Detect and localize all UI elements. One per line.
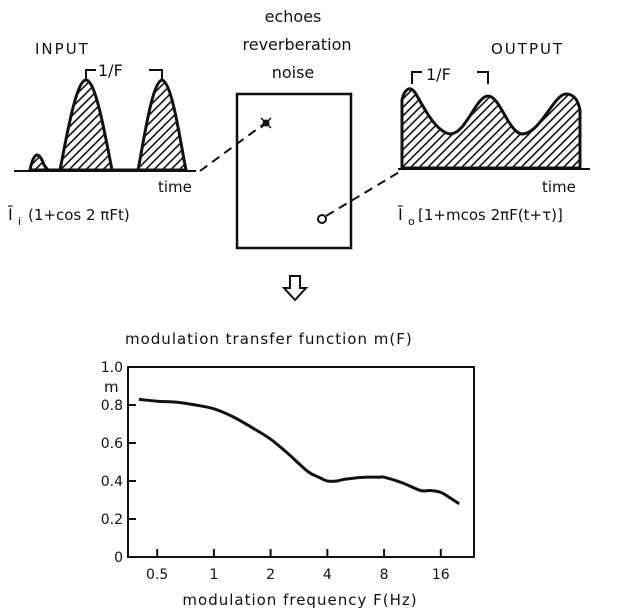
y-axis-label: m	[104, 378, 119, 396]
svg-text:(1+cos 2 πFt): (1+cos 2 πFt)	[28, 206, 130, 224]
source-marker	[260, 117, 272, 129]
svg-text:i: i	[18, 215, 21, 228]
x-tick-label: 2	[266, 567, 275, 583]
svg-text:echoes: echoes	[265, 7, 322, 26]
input-formula: Ī i (1+cos 2 πFt)	[8, 205, 130, 228]
x-tick-label: 8	[380, 567, 389, 583]
chart-title: modulation transfer function m(F)	[125, 330, 413, 348]
period-bracket-input: 1/F	[85, 61, 163, 82]
x-axis-label: modulation frequency F(Hz)	[182, 591, 417, 609]
room-box	[235, 92, 353, 250]
mtf-series-line	[138, 397, 460, 506]
input-waveform	[28, 78, 188, 172]
y-tick-label: 0.6	[101, 436, 123, 452]
receiver-marker	[317, 214, 327, 224]
y-tick-label: 0	[114, 550, 123, 566]
y-tick-label: 1.0	[101, 360, 123, 376]
room-text: echoes reverberation noise	[243, 7, 352, 82]
output-label: OUTPUT	[491, 40, 564, 58]
y-tick-label: 0.4	[101, 474, 123, 490]
x-tick-label: 4	[323, 567, 332, 583]
output-waveform	[400, 87, 582, 170]
x-tick-label: 0.5	[146, 567, 168, 583]
down-arrow-icon	[281, 275, 309, 302]
svg-text:noise: noise	[272, 63, 315, 82]
y-ticks: 0 0.2 0.4 0.6 0.8 1.0	[101, 360, 136, 566]
x-tick-label: 16	[432, 567, 450, 583]
period-bracket-output: 1/F	[411, 65, 489, 84]
svg-text:reverberation: reverberation	[243, 35, 352, 54]
period-label-input: 1/F	[98, 61, 123, 80]
time-label-output: time	[542, 178, 576, 196]
output-dashed-link	[325, 167, 407, 217]
svg-text:o: o	[408, 215, 415, 228]
plot-frame	[127, 366, 475, 558]
x-tick-label: 1	[209, 567, 218, 583]
mtf-chart: modulation transfer function m(F) m 0 0.2…	[101, 330, 475, 609]
svg-text:Ī: Ī	[398, 205, 403, 224]
y-tick-label: 0.8	[101, 398, 123, 414]
input-dashed-link	[199, 123, 265, 172]
y-tick-label: 0.2	[101, 512, 123, 528]
svg-text:[1+mcos 2πF(t+τ)]: [1+mcos 2πF(t+τ)]	[418, 206, 563, 224]
period-label-output: 1/F	[426, 65, 451, 84]
svg-text:Ī: Ī	[8, 205, 13, 224]
x-ticks: 0.5 1 2 4 8 16	[146, 549, 450, 583]
time-label-input: time	[158, 178, 192, 196]
output-formula: Ī o [1+mcos 2πF(t+τ)]	[398, 205, 563, 228]
input-label: INPUT	[35, 40, 90, 58]
